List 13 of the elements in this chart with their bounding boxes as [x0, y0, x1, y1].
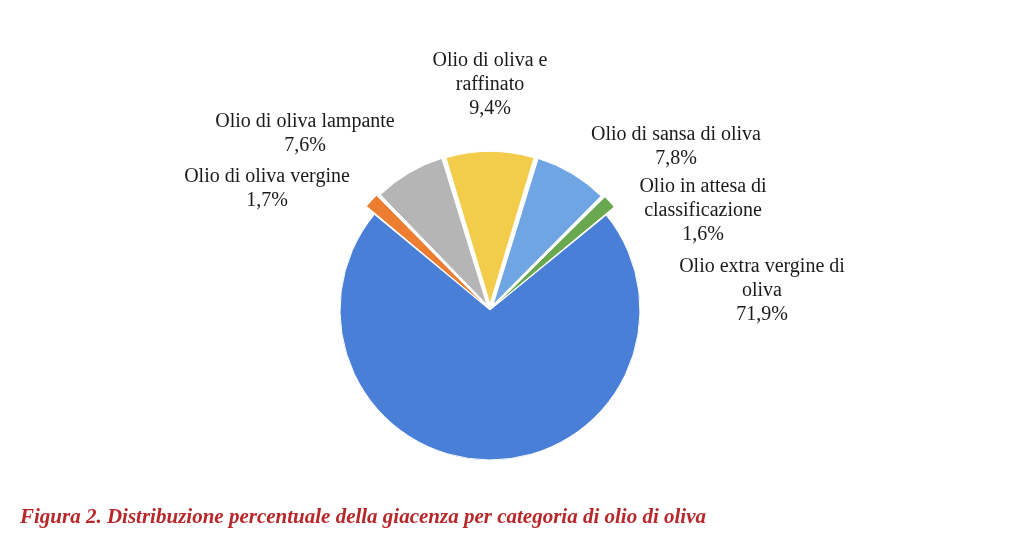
- data-label: 7,8%: [655, 146, 697, 169]
- text: Figura 2. Distribuzione percentuale della giacenza per categoria di olio di oliva: [20, 504, 706, 529]
- slice-label: Olio di oliva lampante: [215, 109, 395, 133]
- data-label: 71,9%: [736, 302, 788, 325]
- data-label: 1,6%: [682, 222, 724, 245]
- slice-label: Olio di oliva e raffinato: [432, 48, 548, 95]
- data-label: 7,6%: [284, 133, 326, 156]
- data-label: 9,4%: [469, 96, 511, 119]
- slice-label: Olio extra vergine di oliva: [679, 254, 846, 301]
- data-label: 1,7%: [246, 188, 288, 211]
- slice-label: Olio di sansa di oliva: [591, 122, 762, 145]
- slice-label: Olio in attesa di classificazione: [639, 174, 768, 221]
- slice-label: Olio di oliva vergine: [184, 164, 350, 188]
